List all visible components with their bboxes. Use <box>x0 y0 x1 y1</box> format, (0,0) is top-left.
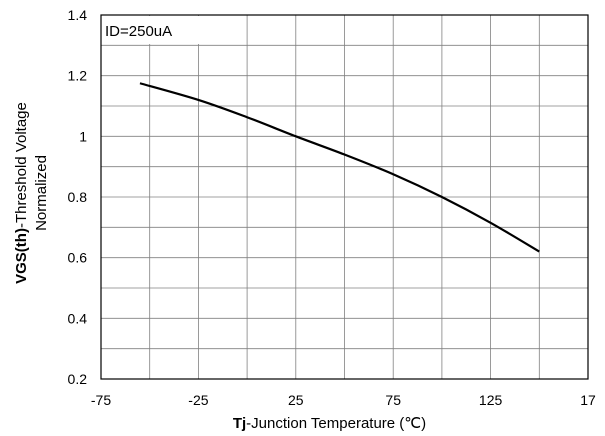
y-tick-label: 1 <box>79 128 87 144</box>
y-tick-label: 0.2 <box>68 371 88 387</box>
y-axis-title: VGS(th)-Threshold Voltage Normalized <box>13 102 50 284</box>
x-axis-title-bold: Tj <box>233 415 246 432</box>
annotation-box: ID=250uA <box>102 16 200 44</box>
y-tick-label: 0.4 <box>68 310 88 326</box>
y-tick-labels: 0.2 0.4 0.6 0.8 1 1.2 1.4 <box>68 7 88 387</box>
x-tick-label: -25 <box>188 392 208 408</box>
y-axis-title-bold: VGS(th) <box>13 228 30 284</box>
y-tick-label: 0.8 <box>68 189 88 205</box>
x-tick-label: 25 <box>288 392 304 408</box>
y-tick-label: 1.2 <box>68 68 88 84</box>
x-tick-label: 17 <box>580 392 596 408</box>
annotation-text: ID=250uA <box>105 23 172 40</box>
x-tick-labels: -75 -25 25 75 125 17 <box>91 392 596 408</box>
series-line-0 <box>139 82 540 253</box>
y-axis-title-rest: -Threshold Voltage <box>13 102 30 228</box>
y-axis-title-line2: Normalized <box>33 155 50 231</box>
x-axis-title: Tj-Junction Temperature (℃) <box>233 415 426 432</box>
x-tick-label: 75 <box>385 392 401 408</box>
x-tick-label: -75 <box>91 392 111 408</box>
y-tick-label: 1.4 <box>68 7 88 23</box>
x-axis-title-rest: -Junction Temperature (℃) <box>246 415 426 432</box>
grid-lines <box>101 15 588 379</box>
x-tick-label: 125 <box>479 392 503 408</box>
series-layer <box>139 82 540 253</box>
y-axis-title-line1: VGS(th)-Threshold Voltage <box>13 102 30 284</box>
plot-frame <box>100 14 589 380</box>
y-tick-label: 0.6 <box>68 250 88 266</box>
